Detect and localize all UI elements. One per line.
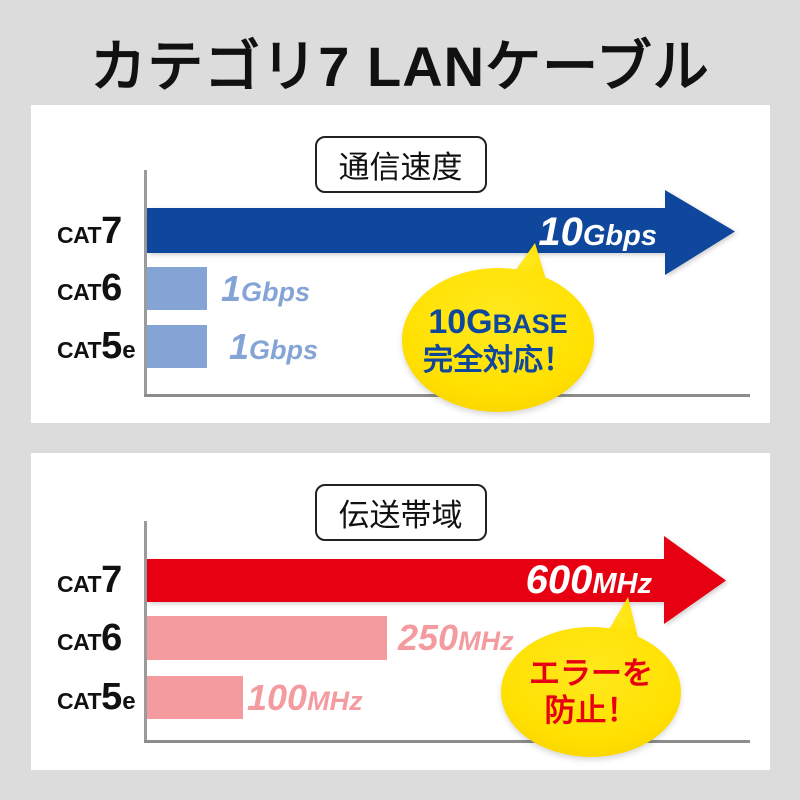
speed-value-cat6: 1Gbps xyxy=(221,268,311,309)
speed-callout-line1: 10GBASE xyxy=(428,303,568,342)
page-title: カテゴリ7 LANケーブル xyxy=(90,35,710,98)
speed-y-axis xyxy=(144,170,147,397)
bandwidth-x-axis xyxy=(144,740,750,743)
bandwidth-bar-cat6 xyxy=(147,616,387,660)
bandwidth-callout-text: エラーを 防止！ xyxy=(501,627,681,757)
bandwidth-bar-cat5e xyxy=(147,676,243,719)
bandwidth-category-label-cat6: CAT6 xyxy=(57,617,123,659)
speed-category-label-cat5e: CAT5e xyxy=(57,325,136,367)
speed-callout-text: 10GBASE 完全対応！ xyxy=(402,268,594,413)
bandwidth-callout-bubble xyxy=(501,597,681,757)
speed-chart-panel: 通信速度 CAT7 CAT6 CAT5e 10Gbps 1Gbps 1Gbps xyxy=(31,105,770,423)
bandwidth-value-cat5e: 100MHz xyxy=(247,677,363,718)
speed-arrow-cat7 xyxy=(147,190,735,275)
speed-chart-title: 通信速度 xyxy=(314,136,487,193)
bandwidth-chart-panel: 伝送帯域 CAT7 CAT6 CAT5e 600MHz 250MHz 100MH… xyxy=(31,453,770,770)
bandwidth-category-label-cat5e: CAT5e xyxy=(57,676,136,718)
speed-callout-bubble xyxy=(402,243,594,412)
speed-category-label-cat6: CAT6 xyxy=(57,267,123,309)
bandwidth-arrow-cat7 xyxy=(147,536,726,624)
speed-category-label-cat7: CAT7 xyxy=(57,210,123,252)
bandwidth-y-axis xyxy=(144,521,147,743)
speed-bar-cat6 xyxy=(147,267,207,310)
speed-bar-cat5e xyxy=(147,325,207,368)
bandwidth-chart-title: 伝送帯域 xyxy=(314,484,487,541)
bandwidth-value-cat7: 600MHz xyxy=(525,558,652,602)
speed-value-cat5e: 1Gbps xyxy=(229,326,319,367)
bandwidth-callout-line1: エラーを xyxy=(529,655,653,691)
speed-callout-line2: 完全対応！ xyxy=(423,343,573,377)
bandwidth-callout-line2: 防止！ xyxy=(544,693,638,728)
bandwidth-value-cat6: 250MHz xyxy=(398,617,514,658)
speed-value-cat7: 10Gbps xyxy=(538,210,657,254)
bandwidth-category-label-cat7: CAT7 xyxy=(57,559,123,601)
